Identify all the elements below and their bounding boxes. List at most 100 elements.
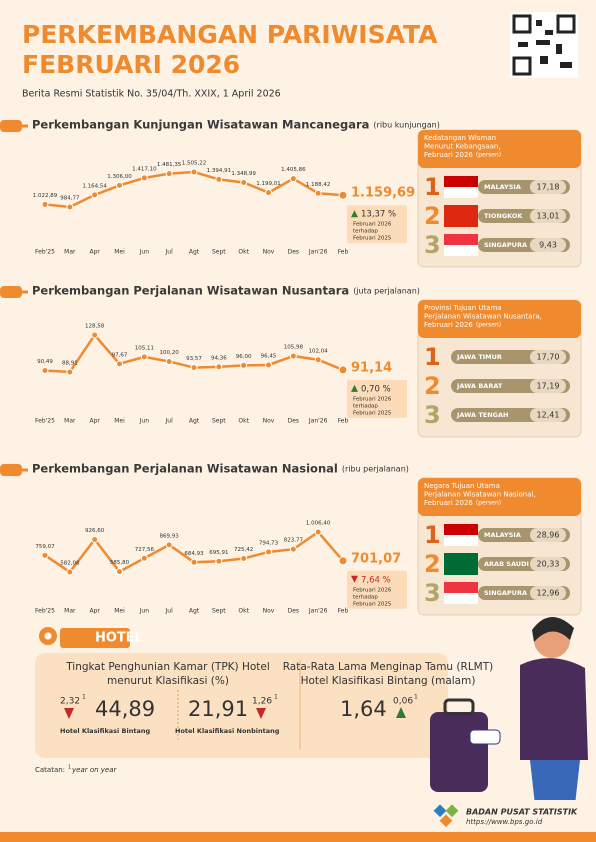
x-tick-label: Jun — [139, 418, 150, 425]
point — [289, 545, 297, 553]
flag — [444, 553, 478, 564]
value-label: 1.006,40 — [306, 521, 331, 527]
x-tick-label: Okt — [238, 249, 249, 256]
point — [165, 170, 173, 178]
value-label: 102,04 — [309, 348, 329, 354]
x-tick-label: Feb — [338, 418, 349, 425]
panel-title: Provinsi Tujuan Utama — [424, 304, 502, 312]
point — [66, 368, 74, 376]
change: 2,32 — [60, 697, 80, 707]
change-value: 0,70 % — [361, 384, 391, 394]
value-label-highlight: 1.159,69 — [351, 186, 415, 201]
value-chip — [530, 586, 566, 600]
x-tick-label: Agt — [189, 249, 200, 256]
traveler-illustration — [430, 616, 588, 805]
value-label: 105,98 — [284, 345, 304, 351]
change-note: Februari 2025 — [353, 601, 392, 607]
arrow-up — [351, 384, 358, 392]
value-label: 684,93 — [184, 551, 204, 557]
sup: 1 — [82, 694, 86, 701]
x-tick-label: Des — [288, 249, 299, 256]
tpk-title: menurut Klasifikasi (%) — [107, 675, 229, 687]
value-label: 585,80 — [110, 560, 130, 566]
value-label: 1.022,89 — [33, 193, 58, 199]
change-note: Februari 2026 — [353, 222, 392, 228]
x-tick-label: Apr — [89, 608, 100, 615]
footer-org: BADAN PUSAT STATISTIK — [466, 808, 578, 817]
x-tick-label: Mei — [114, 418, 125, 425]
value-label: 759,07 — [35, 544, 55, 550]
point — [338, 365, 348, 375]
x-tick-label: Jul — [165, 608, 174, 615]
point — [190, 168, 198, 176]
rank: 1 — [424, 343, 441, 371]
header-tab — [0, 464, 22, 476]
value-chip — [530, 238, 566, 252]
point — [240, 554, 248, 562]
tpk-title: Tingkat Penghunian Kamar (TPK) Hotel — [65, 661, 270, 673]
value-chip — [530, 408, 566, 422]
x-tick-label: Feb'25 — [35, 608, 55, 615]
note-text: year on year — [71, 766, 118, 774]
point — [140, 554, 148, 562]
point — [190, 364, 198, 372]
rlmt-title: Hotel Klasifikasi Bintang (malam) — [301, 675, 476, 687]
chart-title: Perkembangan Perjalanan Wisatawan Nusant… — [32, 284, 349, 298]
value-label: 96,45 — [261, 353, 277, 359]
x-tick-label: Nov — [263, 418, 275, 425]
change-note: Februari 2025 — [353, 236, 392, 242]
hotel-section — [35, 627, 448, 758]
point — [66, 568, 74, 576]
point — [265, 361, 272, 369]
x-tick-label: Jan'26 — [308, 608, 328, 615]
panel-title: Perjalanan Wisatawan Nasional, — [424, 491, 536, 499]
header-mask — [28, 283, 354, 299]
x-tick-label: Mar — [64, 249, 76, 256]
item-name: SINGAPURA — [484, 241, 527, 249]
item-name: TIONGKOK — [484, 212, 523, 220]
panel-unit: (persen) — [476, 152, 501, 159]
value-label: 1.199,01 — [256, 181, 281, 187]
change-note: terhadap — [353, 594, 378, 600]
change-note: Februari 2026 — [353, 587, 392, 593]
item-name: ARAB SAUDI — [484, 560, 529, 568]
x-tick-label: Jan'26 — [308, 249, 328, 256]
x-tick-label: Apr — [89, 418, 100, 425]
value-label: 695,91 — [209, 550, 228, 556]
rlmt-title: Rata-Rata Lama Menginap Tamu (RLMT) — [283, 661, 494, 673]
panel-header — [418, 130, 581, 168]
x-tick-label: Apr — [89, 249, 100, 256]
rank: 2 — [424, 202, 441, 230]
change-box — [347, 379, 407, 418]
note-sup: 1 — [68, 765, 71, 771]
flag — [444, 245, 478, 256]
item-value: 28,96 — [537, 531, 560, 540]
x-tick-label: Feb — [338, 608, 349, 615]
x-tick-label: Sept — [212, 418, 226, 425]
value-label: 105,11 — [135, 345, 154, 351]
value-label: 823,77 — [284, 538, 304, 544]
point — [215, 175, 223, 183]
x-tick-label: Feb'25 — [35, 418, 55, 425]
x-tick-label: Nov — [263, 608, 275, 615]
panel-unit: (persen) — [476, 322, 501, 329]
x-tick-label: Mar — [64, 608, 76, 615]
subtitle: Berita Resmi Statistik No. 35/04/Th. XXI… — [22, 89, 281, 100]
value-label: 128,58 — [85, 324, 105, 330]
value-label: 794,73 — [259, 540, 279, 546]
value-label: 984,77 — [60, 196, 80, 202]
value-label: 869,93 — [160, 533, 180, 539]
panel-title: Februari 2026 — [424, 151, 473, 159]
note-label: Catatan: — [35, 766, 65, 774]
arrow-up — [396, 707, 406, 718]
flag — [444, 205, 478, 216]
panel-title: Negara Tujuan Utama — [424, 482, 500, 490]
point — [190, 558, 198, 566]
item-value: 17,70 — [537, 353, 560, 362]
item-value: 12,41 — [537, 411, 560, 420]
hotel-badge: HOTEL — [95, 631, 143, 646]
panel-header — [418, 478, 581, 516]
point — [116, 568, 123, 576]
item-value: 13,01 — [537, 212, 560, 221]
